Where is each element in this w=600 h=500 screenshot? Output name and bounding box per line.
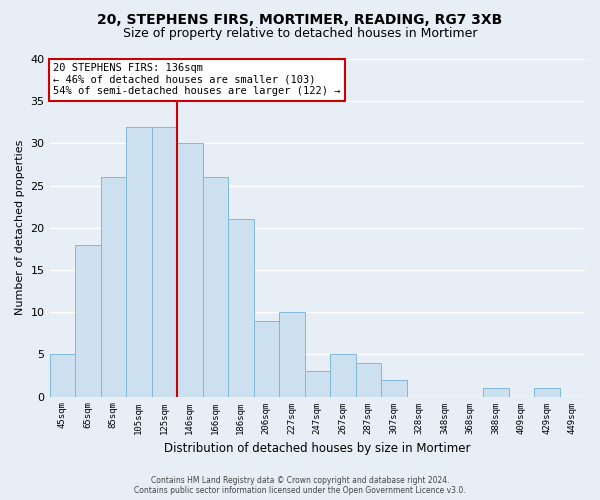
- Y-axis label: Number of detached properties: Number of detached properties: [15, 140, 25, 316]
- Bar: [152, 126, 177, 396]
- Text: 20, STEPHENS FIRS, MORTIMER, READING, RG7 3XB: 20, STEPHENS FIRS, MORTIMER, READING, RG…: [97, 12, 503, 26]
- Text: Size of property relative to detached houses in Mortimer: Size of property relative to detached ho…: [123, 28, 477, 40]
- Bar: [356, 363, 381, 396]
- Bar: [305, 371, 330, 396]
- Bar: [75, 244, 101, 396]
- Bar: [177, 144, 203, 396]
- Bar: [126, 126, 152, 396]
- Bar: [534, 388, 560, 396]
- Bar: [279, 312, 305, 396]
- Bar: [483, 388, 509, 396]
- Bar: [228, 220, 254, 396]
- Bar: [381, 380, 407, 396]
- Bar: [203, 177, 228, 396]
- Bar: [101, 177, 126, 396]
- Text: Contains HM Land Registry data © Crown copyright and database right 2024.
Contai: Contains HM Land Registry data © Crown c…: [134, 476, 466, 495]
- Text: 20 STEPHENS FIRS: 136sqm
← 46% of detached houses are smaller (103)
54% of semi-: 20 STEPHENS FIRS: 136sqm ← 46% of detach…: [53, 63, 340, 96]
- Bar: [330, 354, 356, 397]
- Bar: [254, 320, 279, 396]
- X-axis label: Distribution of detached houses by size in Mortimer: Distribution of detached houses by size …: [164, 442, 470, 455]
- Bar: [50, 354, 75, 397]
